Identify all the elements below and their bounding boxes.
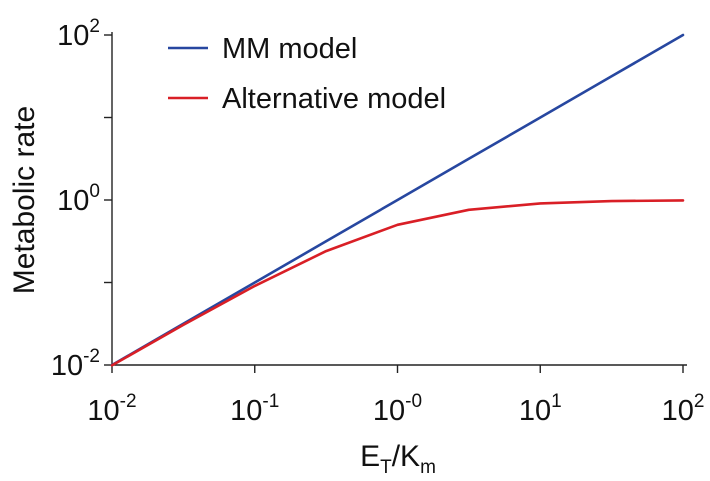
x-tick-label: 10-1 bbox=[230, 391, 279, 427]
x-tick-label: 10-0 bbox=[373, 391, 422, 427]
x-tick-label: 101 bbox=[519, 391, 562, 427]
legend: MM model Alternative model bbox=[168, 33, 446, 115]
legend-label-mm-model: MM model bbox=[222, 33, 357, 65]
mm-model-line bbox=[110, 33, 685, 367]
y-tick-label: 100 bbox=[57, 181, 100, 217]
x-axis-title: ET/Km bbox=[360, 440, 436, 478]
alternative-model-line bbox=[110, 199, 685, 367]
y-tick-label: 102 bbox=[57, 16, 100, 52]
x-tick-label: 102 bbox=[662, 391, 705, 427]
plot-area bbox=[110, 33, 685, 367]
x-tick-label: 10-2 bbox=[87, 391, 136, 427]
y-tick-label: 10-2 bbox=[51, 346, 100, 382]
axes: 10-2 10-1 10-0 101 102 10-2 100 102 bbox=[51, 16, 705, 427]
axis-titles: Metabolic rate ET/Km bbox=[8, 106, 436, 478]
y-axis-title: Metabolic rate bbox=[8, 106, 41, 294]
legend-label-alternative-model: Alternative model bbox=[222, 83, 446, 115]
